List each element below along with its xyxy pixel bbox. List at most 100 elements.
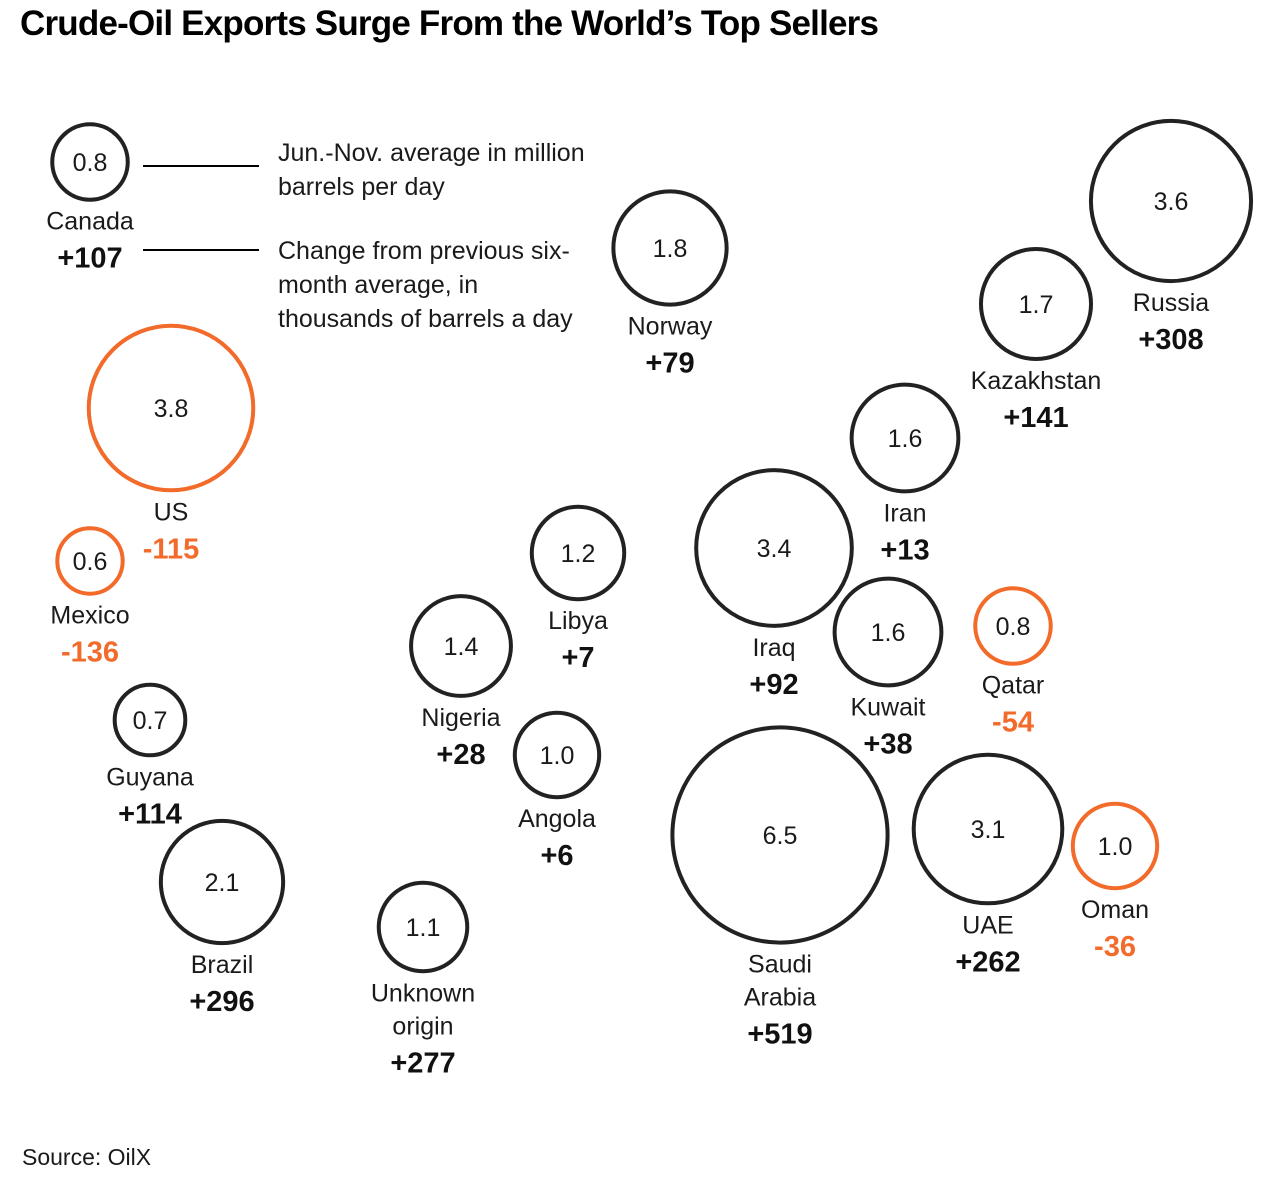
bubble-value-unknown-origin: 1.1 xyxy=(406,914,441,942)
bubble-norway: 1.8 Norway +79 xyxy=(611,189,729,380)
bubble-russia: 3.6 Russia +308 xyxy=(1088,118,1254,356)
country-label-guyana: Guyana xyxy=(106,763,194,791)
country-label-kazakhstan: Kazakhstan xyxy=(971,367,1102,395)
bubble-value-brazil: 2.1 xyxy=(205,869,240,897)
bubble-value-saudi-arabia: 6.5 xyxy=(763,822,798,850)
bubble-value-iraq: 3.4 xyxy=(757,535,792,563)
bubble-value-russia: 3.6 xyxy=(1154,188,1189,216)
change-label-kazakhstan: +141 xyxy=(1003,402,1068,434)
bubble-oman: 1.0 Oman -36 xyxy=(1070,801,1160,963)
change-label-norway: +79 xyxy=(645,348,694,380)
change-label-uae: +262 xyxy=(955,946,1020,978)
bubble-circle-iran xyxy=(849,382,961,494)
country-label-qatar: Qatar xyxy=(982,672,1045,700)
bubble-canada: 0.8 Canada +107 xyxy=(46,122,134,275)
change-label-kuwait: +38 xyxy=(863,728,912,760)
bubble-circle-unknown-origin xyxy=(376,880,470,974)
bubble-circle-kuwait xyxy=(832,576,944,688)
bubble-circle-brazil xyxy=(158,818,286,946)
bubble-value-angola: 1.0 xyxy=(540,742,575,770)
country-label-saudi-arabia: Saudi Arabia xyxy=(744,951,816,1012)
bubble-value-guyana: 0.7 xyxy=(133,707,168,735)
country-label-libya: Libya xyxy=(548,607,608,635)
bubble-circle-qatar xyxy=(973,586,1053,666)
bubble-brazil: 2.1 Brazil +296 xyxy=(158,818,286,1018)
bubble-qatar: 0.8 Qatar -54 xyxy=(973,586,1053,739)
country-label-norway: Norway xyxy=(628,313,713,341)
bubble-kuwait: 1.6 Kuwait +38 xyxy=(832,576,944,760)
bubble-libya: 1.2 Libya +7 xyxy=(529,504,627,674)
change-label-iran: +13 xyxy=(880,534,929,566)
bubble-value-kazakhstan: 1.7 xyxy=(1019,291,1054,319)
change-label-us: -115 xyxy=(143,533,199,565)
country-label-canada: Canada xyxy=(46,208,134,236)
bubble-circle-norway xyxy=(611,189,729,307)
bubble-value-libya: 1.2 xyxy=(561,540,596,568)
bubble-guyana: 0.7 Guyana +114 xyxy=(106,682,194,830)
legend-connector-change xyxy=(143,249,259,251)
bubble-circle-russia xyxy=(1088,118,1254,284)
country-label-kuwait: Kuwait xyxy=(850,693,925,721)
bubble-circle-us xyxy=(86,323,256,493)
bubble-circle-mexico xyxy=(55,526,125,596)
bubble-circle-saudi-arabia xyxy=(670,725,890,945)
change-label-angola: +6 xyxy=(540,840,573,872)
bubble-unknown-origin: 1.1 Unknown origin +277 xyxy=(371,880,475,1079)
change-label-guyana: +114 xyxy=(118,798,182,830)
bubble-value-mexico: 0.6 xyxy=(73,548,108,576)
change-label-russia: +308 xyxy=(1138,324,1203,356)
change-label-brazil: +296 xyxy=(189,986,254,1018)
country-label-nigeria: Nigeria xyxy=(421,704,500,732)
bubble-circle-iraq xyxy=(694,468,854,628)
chart-title: Crude-Oil Exports Surge From the World’s… xyxy=(20,4,879,43)
bubble-value-kuwait: 1.6 xyxy=(871,619,906,647)
change-label-libya: +7 xyxy=(561,642,594,674)
change-label-mexico: -136 xyxy=(61,637,119,669)
country-label-russia: Russia xyxy=(1133,289,1210,317)
bubble-angola: 1.0 Angola +6 xyxy=(512,710,602,872)
bubble-value-oman: 1.0 xyxy=(1098,833,1133,861)
bubble-circle-kazakhstan xyxy=(978,246,1094,362)
bubble-value-uae: 3.1 xyxy=(971,816,1006,844)
country-label-mexico: Mexico xyxy=(50,602,129,630)
change-label-iraq: +92 xyxy=(749,669,798,701)
country-label-brazil: Brazil xyxy=(191,951,254,979)
country-label-iran: Iran xyxy=(883,499,926,527)
bubble-circle-libya xyxy=(529,504,627,602)
bubble-circle-angola xyxy=(512,710,602,800)
legend-change-note: Change from previous six-month average, … xyxy=(278,237,573,333)
bubble-circle-guyana xyxy=(112,682,188,758)
country-label-unknown-origin: Unknown origin xyxy=(371,979,475,1040)
bubble-nigeria: 1.4 Nigeria +28 xyxy=(409,594,513,771)
legend-connector-value xyxy=(143,165,259,167)
legend-value-note: Jun.-Nov. average in million barrels per… xyxy=(278,139,585,201)
country-label-angola: Angola xyxy=(518,805,596,833)
change-label-oman: -36 xyxy=(1094,931,1136,963)
change-label-nigeria: +28 xyxy=(436,739,485,771)
bubble-uae: 3.1 UAE +262 xyxy=(911,752,1065,978)
bubble-iraq: 3.4 Iraq +92 xyxy=(694,468,854,701)
bubble-value-us: 3.8 xyxy=(154,395,189,423)
change-label-qatar: -54 xyxy=(992,707,1034,739)
bubble-value-norway: 1.8 xyxy=(653,235,688,263)
bubble-us: 3.8 US -115 xyxy=(86,323,256,565)
bubble-saudi-arabia: 6.5 Saudi Arabia +519 xyxy=(670,725,890,1051)
bubble-kazakhstan: 1.7 Kazakhstan +141 xyxy=(971,246,1102,434)
bubble-circle-nigeria xyxy=(409,594,513,698)
bubble-mexico: 0.6 Mexico -136 xyxy=(50,526,130,669)
change-label-unknown-origin: +277 xyxy=(390,1047,455,1079)
country-label-uae: UAE xyxy=(962,911,1013,939)
change-label-canada: +107 xyxy=(57,243,122,275)
country-label-us: US xyxy=(154,498,189,526)
country-label-iraq: Iraq xyxy=(752,634,795,662)
change-label-saudi-arabia: +519 xyxy=(747,1019,812,1051)
bubble-value-iran: 1.6 xyxy=(888,425,923,453)
source-note: Source: OilX xyxy=(22,1144,152,1170)
bubble-value-qatar: 0.8 xyxy=(996,613,1031,641)
bubble-circle-canada xyxy=(50,122,130,202)
bubble-value-canada: 0.8 xyxy=(73,149,108,177)
bubble-circle-oman xyxy=(1070,801,1160,891)
bubble-value-nigeria: 1.4 xyxy=(444,633,479,661)
country-label-oman: Oman xyxy=(1081,896,1149,924)
